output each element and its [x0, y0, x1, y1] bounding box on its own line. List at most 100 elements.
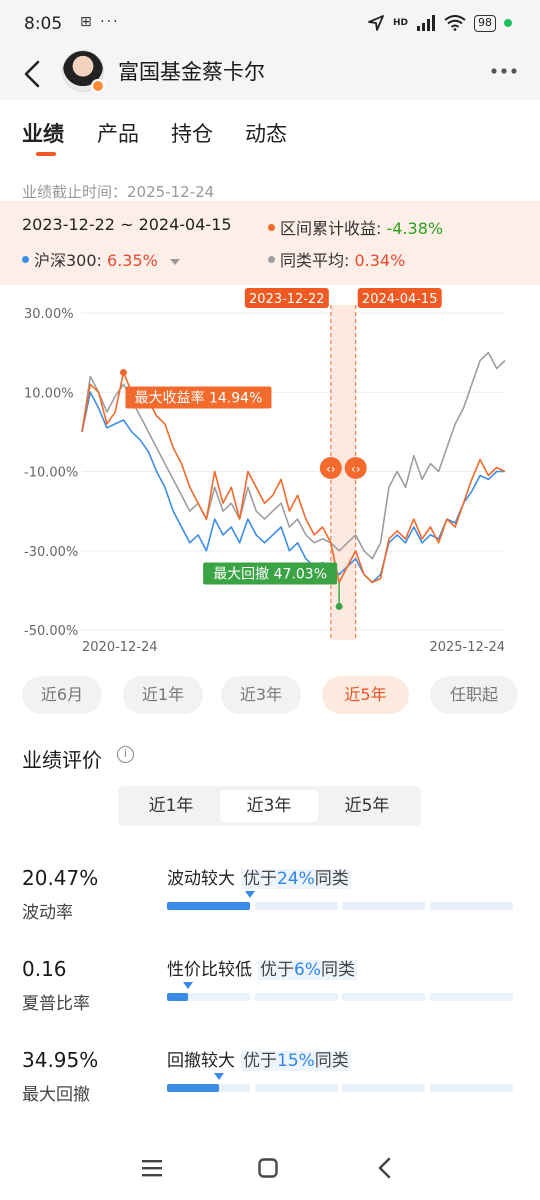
verified-badge-icon: [91, 79, 105, 93]
back-arrow-icon: [378, 1157, 391, 1179]
period-3y[interactable]: 近3年: [221, 676, 301, 714]
rank-bar-segment: [254, 993, 338, 1001]
rank-bar-segment: [429, 1084, 513, 1092]
rank-marker-icon: [245, 891, 256, 898]
system-back-button[interactable]: [368, 1152, 400, 1184]
metric-rank: 优于6%同类: [258, 960, 357, 980]
info-icon[interactable]: i: [117, 746, 134, 763]
hs300-label: 沪深300:: [34, 251, 108, 270]
rank-bar-segment: [254, 1084, 338, 1092]
eval-period-5y[interactable]: 近5年: [344, 796, 390, 816]
page-title: 富国基金蔡卡尔: [118, 60, 265, 84]
evaluation-period-toggle: 近1年 近3年 近5年: [118, 786, 421, 826]
rank-marker-icon: [182, 982, 193, 989]
metric-rank-prefix: 优于: [243, 1051, 277, 1071]
rank-bar-fill: [167, 993, 188, 1001]
metric-desc: 性价比较低 优于6%同类: [167, 955, 357, 980]
triangle-down-icon: [169, 259, 180, 265]
metric-rank-pct: 24%: [277, 869, 315, 889]
range-handle-icon: [319, 457, 342, 479]
as-of-date: 业绩截止时间：2025-12-24: [22, 181, 214, 202]
tab-bar: 业绩 产品 持仓 动态: [0, 100, 540, 172]
range-date-tag-label: 2024-04-15: [362, 292, 438, 307]
network-type: HD: [392, 18, 408, 28]
metric-desc: 波动较大 优于24%同类: [167, 864, 351, 889]
home-square-icon: [258, 1158, 278, 1178]
evaluation-title: 业绩评价: [22, 748, 102, 772]
range-summary: 2023-12-22 ~ 2024-04-15 区间累计收益: -4.38% 沪…: [0, 201, 540, 285]
metric-rank-suffix: 同类: [320, 960, 355, 980]
period-5y[interactable]: 近5年: [322, 676, 409, 714]
eval-period-1y[interactable]: 近1年: [148, 796, 194, 816]
max-return-label: 最大收益率 14.94%: [135, 389, 263, 406]
metric-desc-text: 性价比较低: [167, 960, 252, 980]
as-of-value: 2025-12-24: [127, 183, 215, 201]
metric-desc-text: 波动较大: [167, 869, 235, 889]
max-drawdown-point: [335, 602, 343, 610]
more-dots-icon: [491, 68, 517, 74]
period-since-tenure[interactable]: 任职起: [430, 676, 518, 714]
peer-value: 0.34%: [354, 251, 406, 270]
max-return-point: [119, 368, 127, 376]
eval-period-3y[interactable]: 近3年: [220, 790, 318, 822]
chart-svg[interactable]: 30.00% 10.00% -10.00% -30.00% -50.00% 2023-12…: [0, 285, 540, 665]
metric-rank-prefix: 优于: [260, 960, 294, 980]
period-6m[interactable]: 近6月: [22, 676, 102, 714]
peer-average: 同类平均: 0.34%: [268, 247, 405, 271]
range-dates: 2023-12-22 ~ 2024-04-15: [22, 215, 232, 234]
wifi-icon: [444, 15, 466, 31]
hs300-legend-dot: [22, 256, 29, 263]
more-options-button[interactable]: [490, 56, 518, 81]
metric-rank-pct: 15%: [277, 1051, 315, 1071]
y-tick-label: 30.00%: [24, 307, 74, 322]
tab-performance[interactable]: 业绩: [22, 122, 64, 146]
metric-value: 20.47%: [22, 866, 99, 890]
range-handle-arrows: ‹›: [351, 462, 361, 476]
rank-bar: [167, 891, 513, 910]
y-tick-label: 10.00%: [24, 386, 74, 401]
metric-label: 夏普比率: [22, 994, 90, 1014]
range-handle-arrows: ‹›: [326, 462, 336, 476]
y-tick-label: -30.00%: [24, 545, 78, 560]
rank-bar-segment: [342, 1084, 425, 1092]
notification-icons: ⊞ ···: [80, 14, 120, 30]
metric-value: 34.95%: [22, 1048, 99, 1072]
metric-rank-pct: 6%: [294, 960, 321, 980]
max-drawdown-label: 最大回撤 47.03%: [213, 566, 327, 582]
hs300-compare[interactable]: 沪深300: 6.35%: [22, 247, 181, 271]
metric-rank-suffix: 同类: [314, 1051, 349, 1071]
back-button[interactable]: [16, 56, 48, 92]
rank-bar: [167, 982, 513, 1001]
rank-bar-fill: [167, 1084, 219, 1092]
metric-max-drawdown: 34.95% 最大回撤 回撤较大 优于15%同类: [0, 1048, 540, 1128]
range-date-tag: [244, 288, 329, 308]
rank-bar-segment: [167, 993, 250, 1001]
period-selector: 近6月 近1年 近3年 近5年 任职起: [22, 676, 522, 714]
status-bar: 8:05 ⊞ ··· HD 98: [0, 0, 540, 48]
metric-rank: 优于24%同类: [241, 869, 351, 889]
range-handle-icon: [344, 457, 367, 479]
tab-products[interactable]: 产品: [97, 122, 139, 146]
metric-desc-text: 回撤较大: [167, 1051, 235, 1071]
home-button[interactable]: [252, 1152, 284, 1184]
metric-rank-prefix: 优于: [243, 869, 277, 889]
period-1y[interactable]: 近1年: [123, 676, 203, 714]
tab-news[interactable]: 动态: [245, 122, 287, 146]
y-tick-label: -10.00%: [24, 466, 78, 481]
rank-bar-segment: [429, 902, 513, 910]
status-time: 8:05: [24, 14, 63, 34]
manager-avatar[interactable]: [62, 50, 105, 93]
metric-value: 0.16: [22, 957, 67, 981]
menu-button[interactable]: [136, 1152, 168, 1184]
performance-chart[interactable]: 30.00% 10.00% -10.00% -30.00% -50.00% 2023-12…: [0, 285, 540, 665]
max-return-tag: [125, 386, 272, 409]
rank-bar-segment: [254, 902, 338, 910]
tab-holdings[interactable]: 持仓: [171, 122, 213, 146]
x-tick-label: 2020-12-24: [82, 640, 158, 655]
range-date-tag: [357, 288, 442, 308]
menu-icon: [142, 1160, 162, 1177]
series-line-hs300: [81, 391, 505, 584]
privacy-dot-icon: [504, 19, 512, 27]
metric-rank: 优于15%同类: [241, 1051, 351, 1071]
metric-sharpe: 0.16 夏普比率 性价比较低 优于6%同类: [0, 957, 540, 1037]
